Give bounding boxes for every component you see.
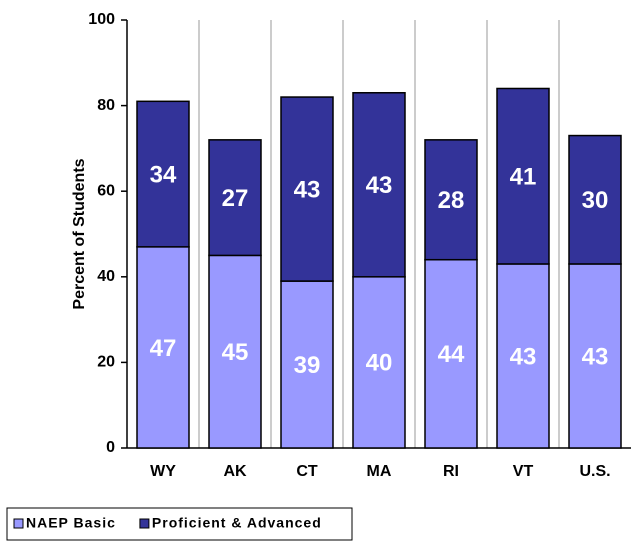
bar-segment: [424, 139, 478, 261]
data-label: 45: [222, 339, 249, 366]
data-label: 41: [510, 164, 537, 191]
y-tick-label: 20: [97, 354, 115, 371]
data-label: 43: [582, 343, 609, 370]
x-tick-label: AK: [223, 463, 247, 480]
bar-segment: [136, 100, 190, 248]
legend-box: [6, 507, 353, 541]
x-tick-label: RI: [443, 463, 459, 480]
data-label: 40: [366, 350, 393, 377]
bar-segment: [496, 263, 550, 449]
x-tick-label: WY: [150, 463, 176, 480]
y-tick-label: 0: [106, 439, 115, 456]
bar-segment: [352, 276, 406, 449]
y-tick-label: 100: [88, 11, 115, 28]
bar-segment: [352, 92, 406, 278]
x-tick-label: U.S.: [579, 463, 610, 480]
x-tick-label: VT: [513, 463, 534, 480]
bar-segment: [280, 96, 334, 282]
bar-segment: [280, 280, 334, 449]
data-label: 47: [150, 335, 177, 362]
legend-swatch: [13, 518, 24, 529]
y-tick-label: 60: [97, 182, 115, 199]
data-label: 43: [510, 343, 537, 370]
data-label: 39: [294, 352, 321, 379]
data-label: 27: [222, 185, 249, 212]
bar-segment: [136, 246, 190, 449]
bar-segment: [208, 139, 262, 257]
bar-segment: [208, 254, 262, 449]
x-tick-label: CT: [296, 463, 318, 480]
legend-label: Proficient & Advanced: [152, 515, 322, 531]
bar-segment: [568, 263, 622, 449]
data-label: 43: [366, 172, 393, 199]
data-label: 30: [582, 187, 609, 214]
bar-segment: [568, 134, 622, 265]
legend-swatch: [139, 518, 150, 529]
bar-segment: [424, 258, 478, 449]
y-tick-label: 80: [97, 97, 115, 114]
y-axis-label: Percent of Students: [71, 158, 88, 309]
data-label: 43: [294, 176, 321, 203]
data-label: 28: [438, 187, 465, 214]
x-tick-label: MA: [367, 463, 392, 480]
legend-label: NAEP Basic: [26, 515, 116, 531]
data-label: 34: [150, 161, 177, 188]
data-label: 44: [438, 341, 465, 368]
bar-segment: [496, 87, 550, 265]
y-tick-label: 40: [97, 268, 115, 285]
